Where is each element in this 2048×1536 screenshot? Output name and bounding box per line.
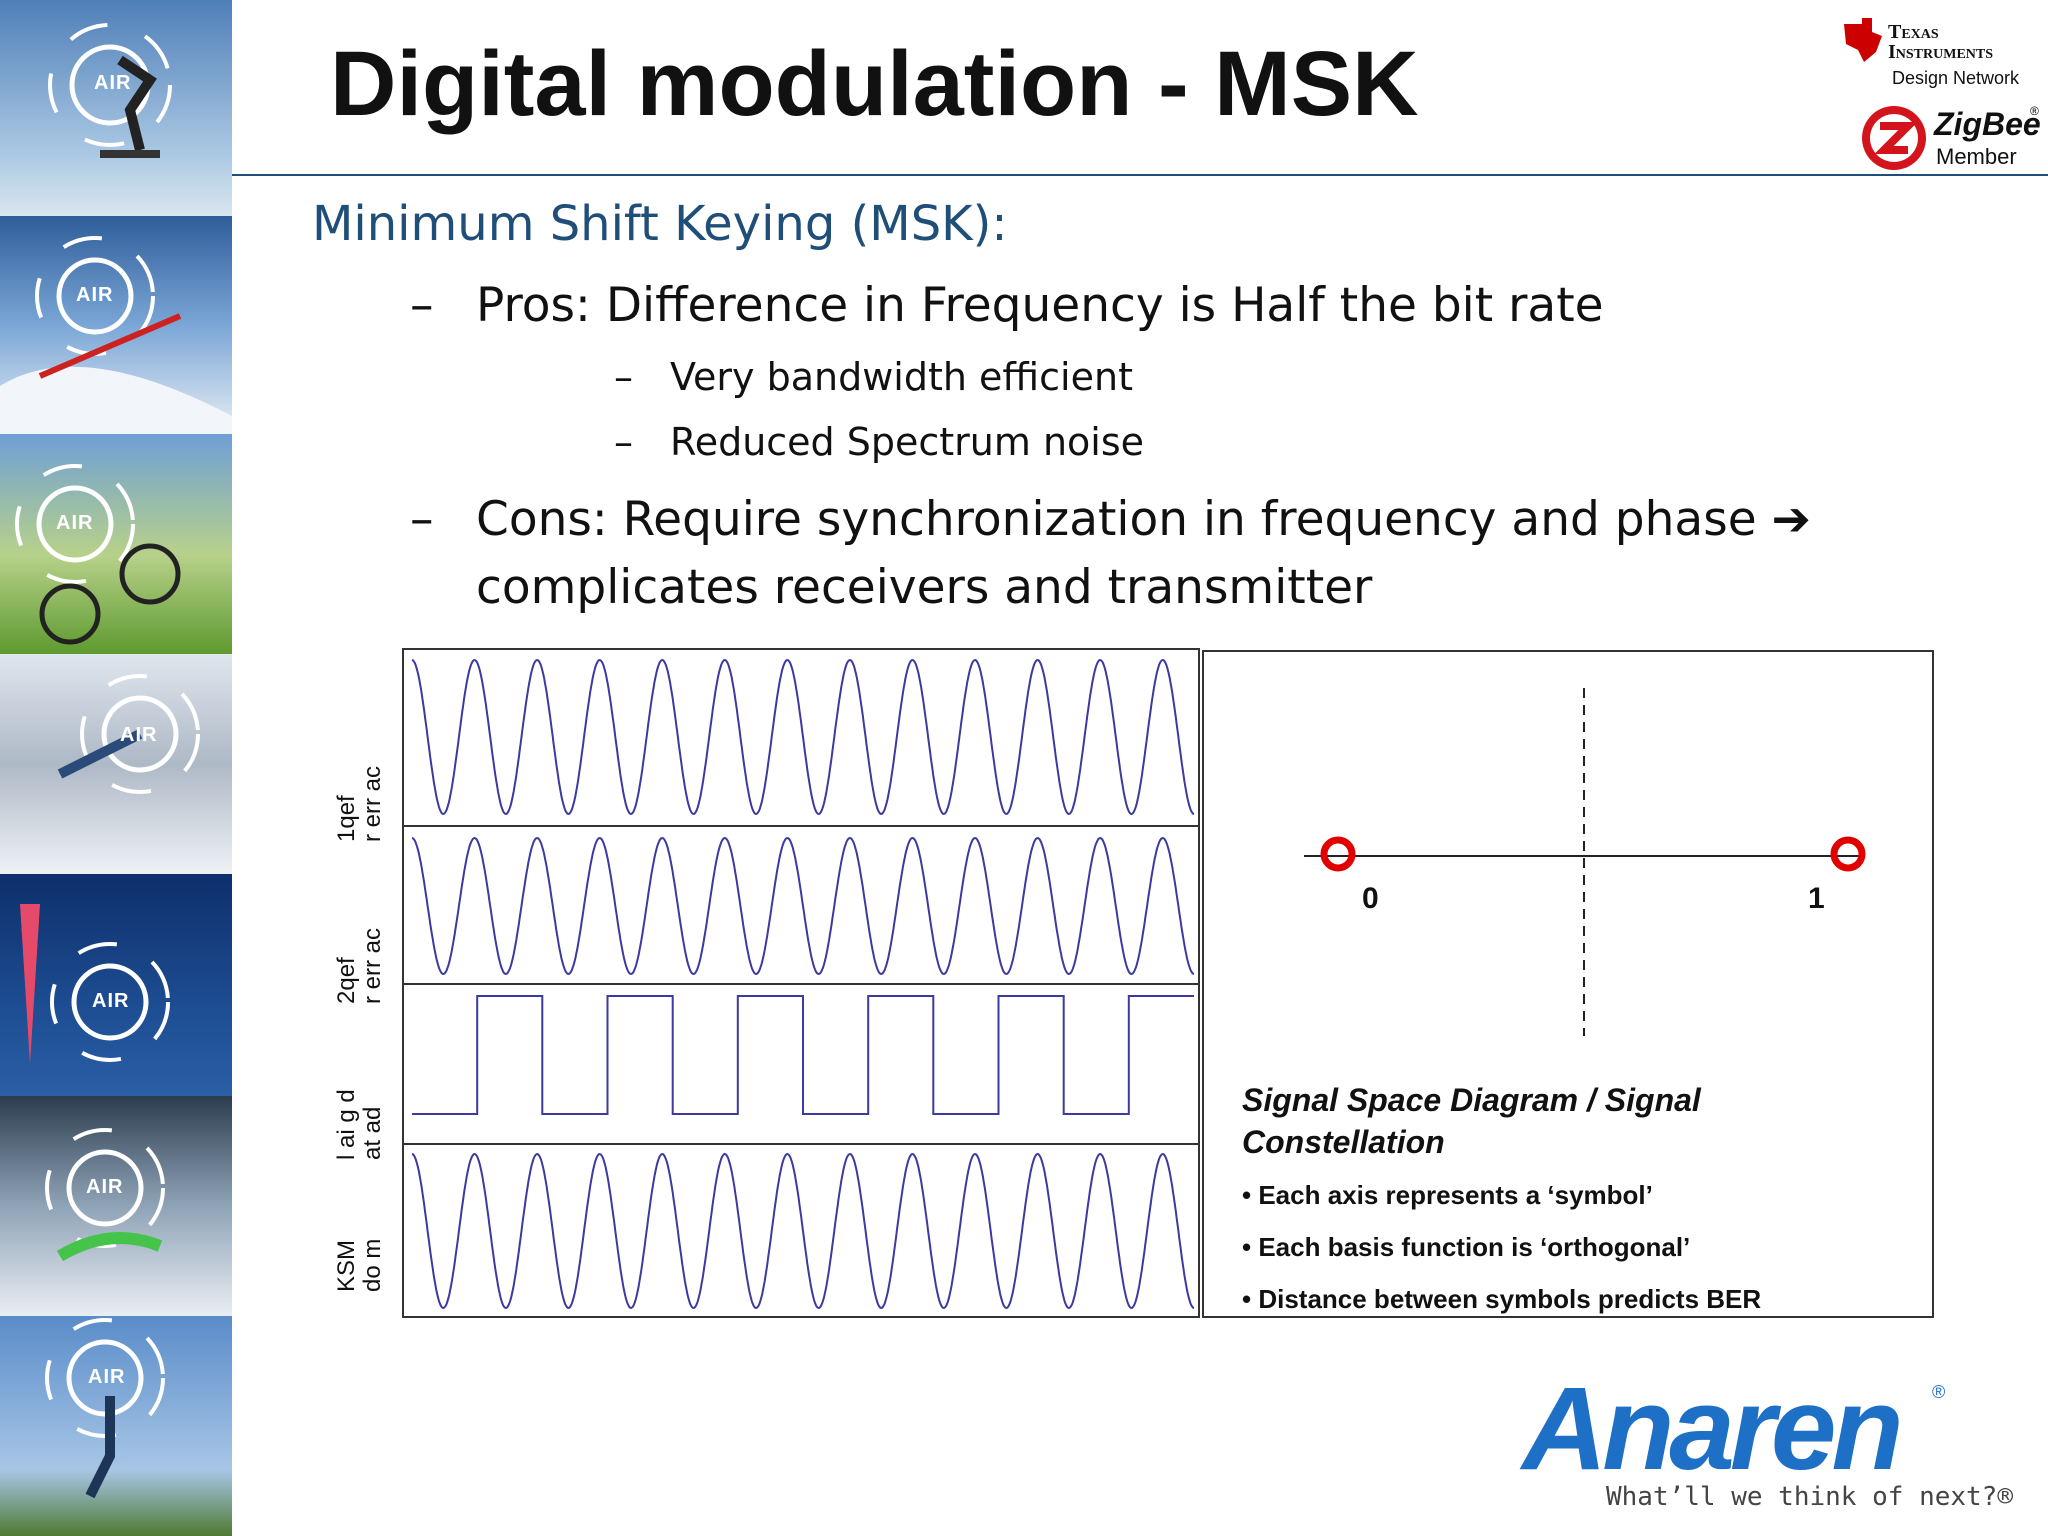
bullet-cons: – Cons: Require synchronization in frequ…	[410, 492, 1811, 547]
symbol-0-label: 0	[1362, 882, 1379, 915]
photo-panel-ski: AIR	[0, 216, 232, 434]
constellation-note: • Each axis represents a ‘symbol’	[1242, 1180, 1653, 1210]
photo-panel-bike: AIR	[0, 434, 232, 654]
bullet-cons-continued: complicates receivers and transmitter	[476, 560, 1373, 615]
anaren-name: Anaren	[1522, 1363, 1904, 1495]
title-divider	[232, 174, 2048, 176]
label-carrier2: 2qef r err ac	[333, 927, 387, 1004]
constellation-panel: 0 1 Signal Space Diagram / Signal Conste…	[1202, 650, 1934, 1318]
zigbee-logo: ZigBee ® Member	[1858, 100, 2041, 176]
carrier2-wave	[411, 836, 1195, 976]
zigbee-registered: ®	[2030, 104, 2039, 118]
constellation-note: • Each basis function is ‘orthogonal’	[1242, 1232, 1691, 1262]
photo-panel-skate2: AIR	[0, 1316, 232, 1536]
symbol-0-point	[1320, 836, 1356, 872]
bullet-spectrum: – Reduced Spectrum noise	[614, 420, 1145, 464]
air-signal-icon	[57, 674, 200, 794]
photo-panel-wake: AIR	[0, 1096, 232, 1316]
ti-design-network: Design Network	[1892, 68, 2020, 88]
msk-wave	[411, 1152, 1195, 1310]
section-heading: Minimum Shift Keying (MSK):	[312, 196, 1008, 252]
slide-title: Digital modulation - MSK	[330, 33, 1419, 135]
air-signal-icon	[45, 1318, 165, 1499]
label-carrier1: 1qef r err ac	[333, 765, 387, 842]
photo-panel-skateboard: AIR	[0, 0, 232, 216]
label-msk: KSM do m	[333, 1238, 387, 1292]
constellation-note: • Distance between symbols predicts BER	[1242, 1284, 1762, 1314]
air-signal-icon	[48, 23, 172, 158]
anaren-tagline: What’ll we think of next?®	[1606, 1482, 2013, 1512]
zigbee-name: ZigBee	[1934, 106, 2041, 142]
ti-logo: Texas Instruments Design Network	[1836, 14, 2036, 94]
air-signal-icon	[15, 464, 181, 645]
label-digital: l ai g d at ad	[333, 1089, 387, 1160]
zigbee-icon	[1862, 106, 1926, 170]
waveform-chart	[402, 648, 1200, 1318]
zigbee-member: Member	[1936, 144, 2017, 169]
constellation-diagram	[1304, 688, 1866, 1036]
air-signal-icon	[45, 1128, 165, 1262]
bullet-pros: – Pros: Difference in Frequency is Half …	[410, 278, 1604, 333]
anaren-registered: ®	[1932, 1382, 1946, 1402]
air-signal-icon	[20, 904, 170, 1064]
symbol-1-label: 1	[1808, 882, 1825, 915]
symbol-1-point	[1830, 836, 1866, 872]
anaren-logo: Anaren ® What’ll we think of next?®	[1522, 1370, 2042, 1526]
ti-name: Texas Instruments	[1888, 21, 1994, 63]
ti-state-icon	[1844, 18, 1882, 62]
constellation-caption: Signal Space Diagram / Signal Constellat…	[1242, 1082, 1701, 1160]
carrier1-wave	[411, 658, 1195, 816]
air-signal-icon	[0, 236, 232, 434]
digital-data-wave	[412, 995, 1194, 1115]
bullet-bandwidth: – Very bandwidth efficient	[614, 355, 1133, 399]
photo-panel-windsurf: AIR	[0, 874, 232, 1096]
sidebar-photo-strip: AIR AIR AIR AIR AIR	[0, 0, 232, 1536]
photo-panel-snowboard: AIR	[0, 654, 232, 874]
